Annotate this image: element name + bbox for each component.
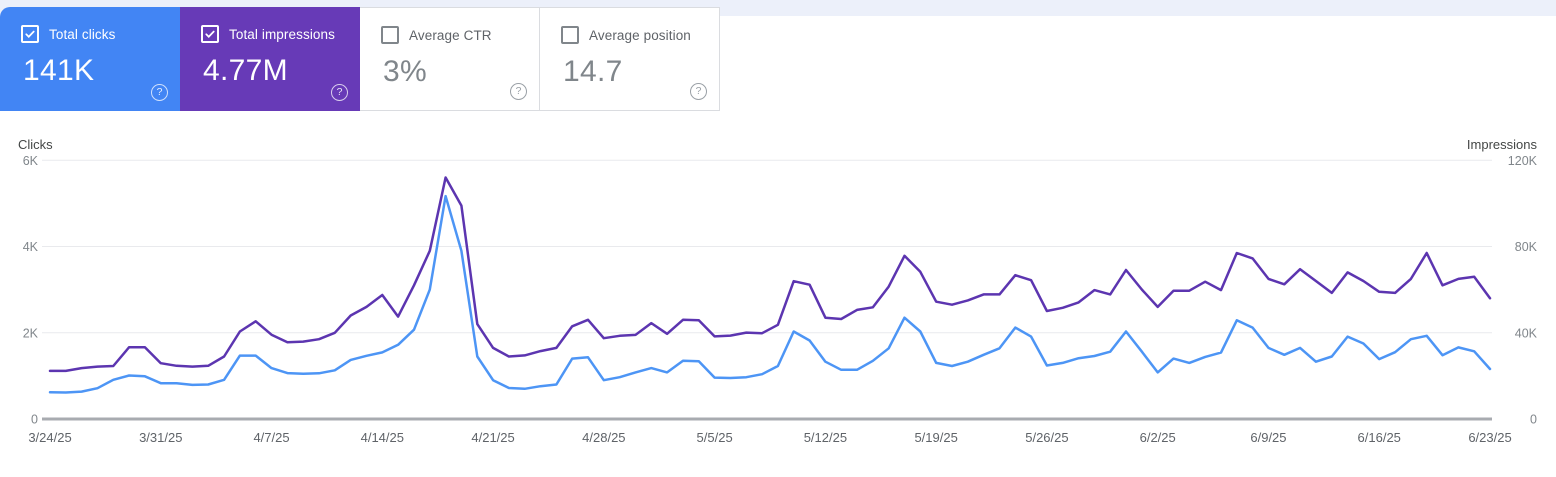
x-axis-tick-label: 4/28/25 — [582, 430, 625, 445]
x-axis-tick-label: 6/9/25 — [1250, 430, 1286, 445]
right-axis-tick-label: 120K — [1508, 154, 1538, 168]
x-axis-tick-label: 4/21/25 — [471, 430, 514, 445]
left-axis-tick-label: 4K — [23, 240, 39, 254]
card-value: 14.7 — [563, 55, 623, 88]
card-value: 4.77M — [203, 54, 288, 87]
help-icon[interactable]: ? — [331, 84, 348, 101]
x-axis-tick-label: 6/16/25 — [1358, 430, 1401, 445]
help-icon[interactable]: ? — [690, 83, 707, 100]
left-axis-tick-label: 0 — [31, 413, 38, 427]
x-axis-tick-label: 5/12/25 — [804, 430, 847, 445]
checkbox-checked-icon[interactable] — [21, 25, 39, 43]
checkbox-checked-icon[interactable] — [201, 25, 219, 43]
chart-plot-area[interactable] — [50, 148, 1490, 419]
x-axis-tick-label: 5/5/25 — [697, 430, 733, 445]
x-axis-tick-label: 4/14/25 — [361, 430, 404, 445]
checkmark-icon — [25, 30, 35, 38]
card-average-ctr[interactable]: Average CTR 3% ? — [360, 7, 540, 111]
right-axis-title: Impressions — [1466, 137, 1537, 152]
help-icon[interactable]: ? — [510, 83, 527, 100]
x-axis-tick-label: 5/19/25 — [914, 430, 957, 445]
x-axis-tick-label: 4/7/25 — [253, 430, 289, 445]
impressions-line — [48, 176, 1492, 373]
card-label: Total clicks — [49, 26, 116, 42]
metric-scorecards: Total clicks 141K ? Total impressions 4.… — [0, 7, 720, 111]
x-axis-tick-label: 3/31/25 — [139, 430, 182, 445]
left-axis-tick-label: 6K — [23, 154, 39, 168]
card-label: Average CTR — [409, 27, 492, 43]
card-total-clicks[interactable]: Total clicks 141K ? — [0, 7, 180, 111]
x-axis-tick-label: 6/2/25 — [1140, 430, 1176, 445]
right-axis-tick-label: 0 — [1530, 413, 1537, 427]
checkbox-unchecked-icon[interactable] — [561, 26, 579, 44]
help-icon[interactable]: ? — [151, 84, 168, 101]
x-axis-tick-label: 5/26/25 — [1025, 430, 1068, 445]
card-average-position[interactable]: Average position 14.7 ? — [540, 7, 720, 111]
card-label: Average position — [589, 27, 691, 43]
left-axis-tick-label: 2K — [23, 326, 39, 340]
x-axis-tick-label: 3/24/25 — [28, 430, 71, 445]
checkmark-icon — [205, 30, 215, 38]
card-value: 141K — [23, 54, 95, 87]
x-axis-tick-label: 6/23/25 — [1468, 430, 1511, 445]
card-total-impressions[interactable]: Total impressions 4.77M ? — [180, 7, 360, 111]
right-axis-tick-label: 40K — [1515, 326, 1538, 340]
right-axis-tick-label: 80K — [1515, 240, 1538, 254]
card-label: Total impressions — [229, 26, 335, 42]
clicks-line — [48, 194, 1492, 394]
checkbox-unchecked-icon[interactable] — [381, 26, 399, 44]
card-value: 3% — [383, 55, 427, 88]
left-axis-title: Clicks — [18, 137, 53, 152]
